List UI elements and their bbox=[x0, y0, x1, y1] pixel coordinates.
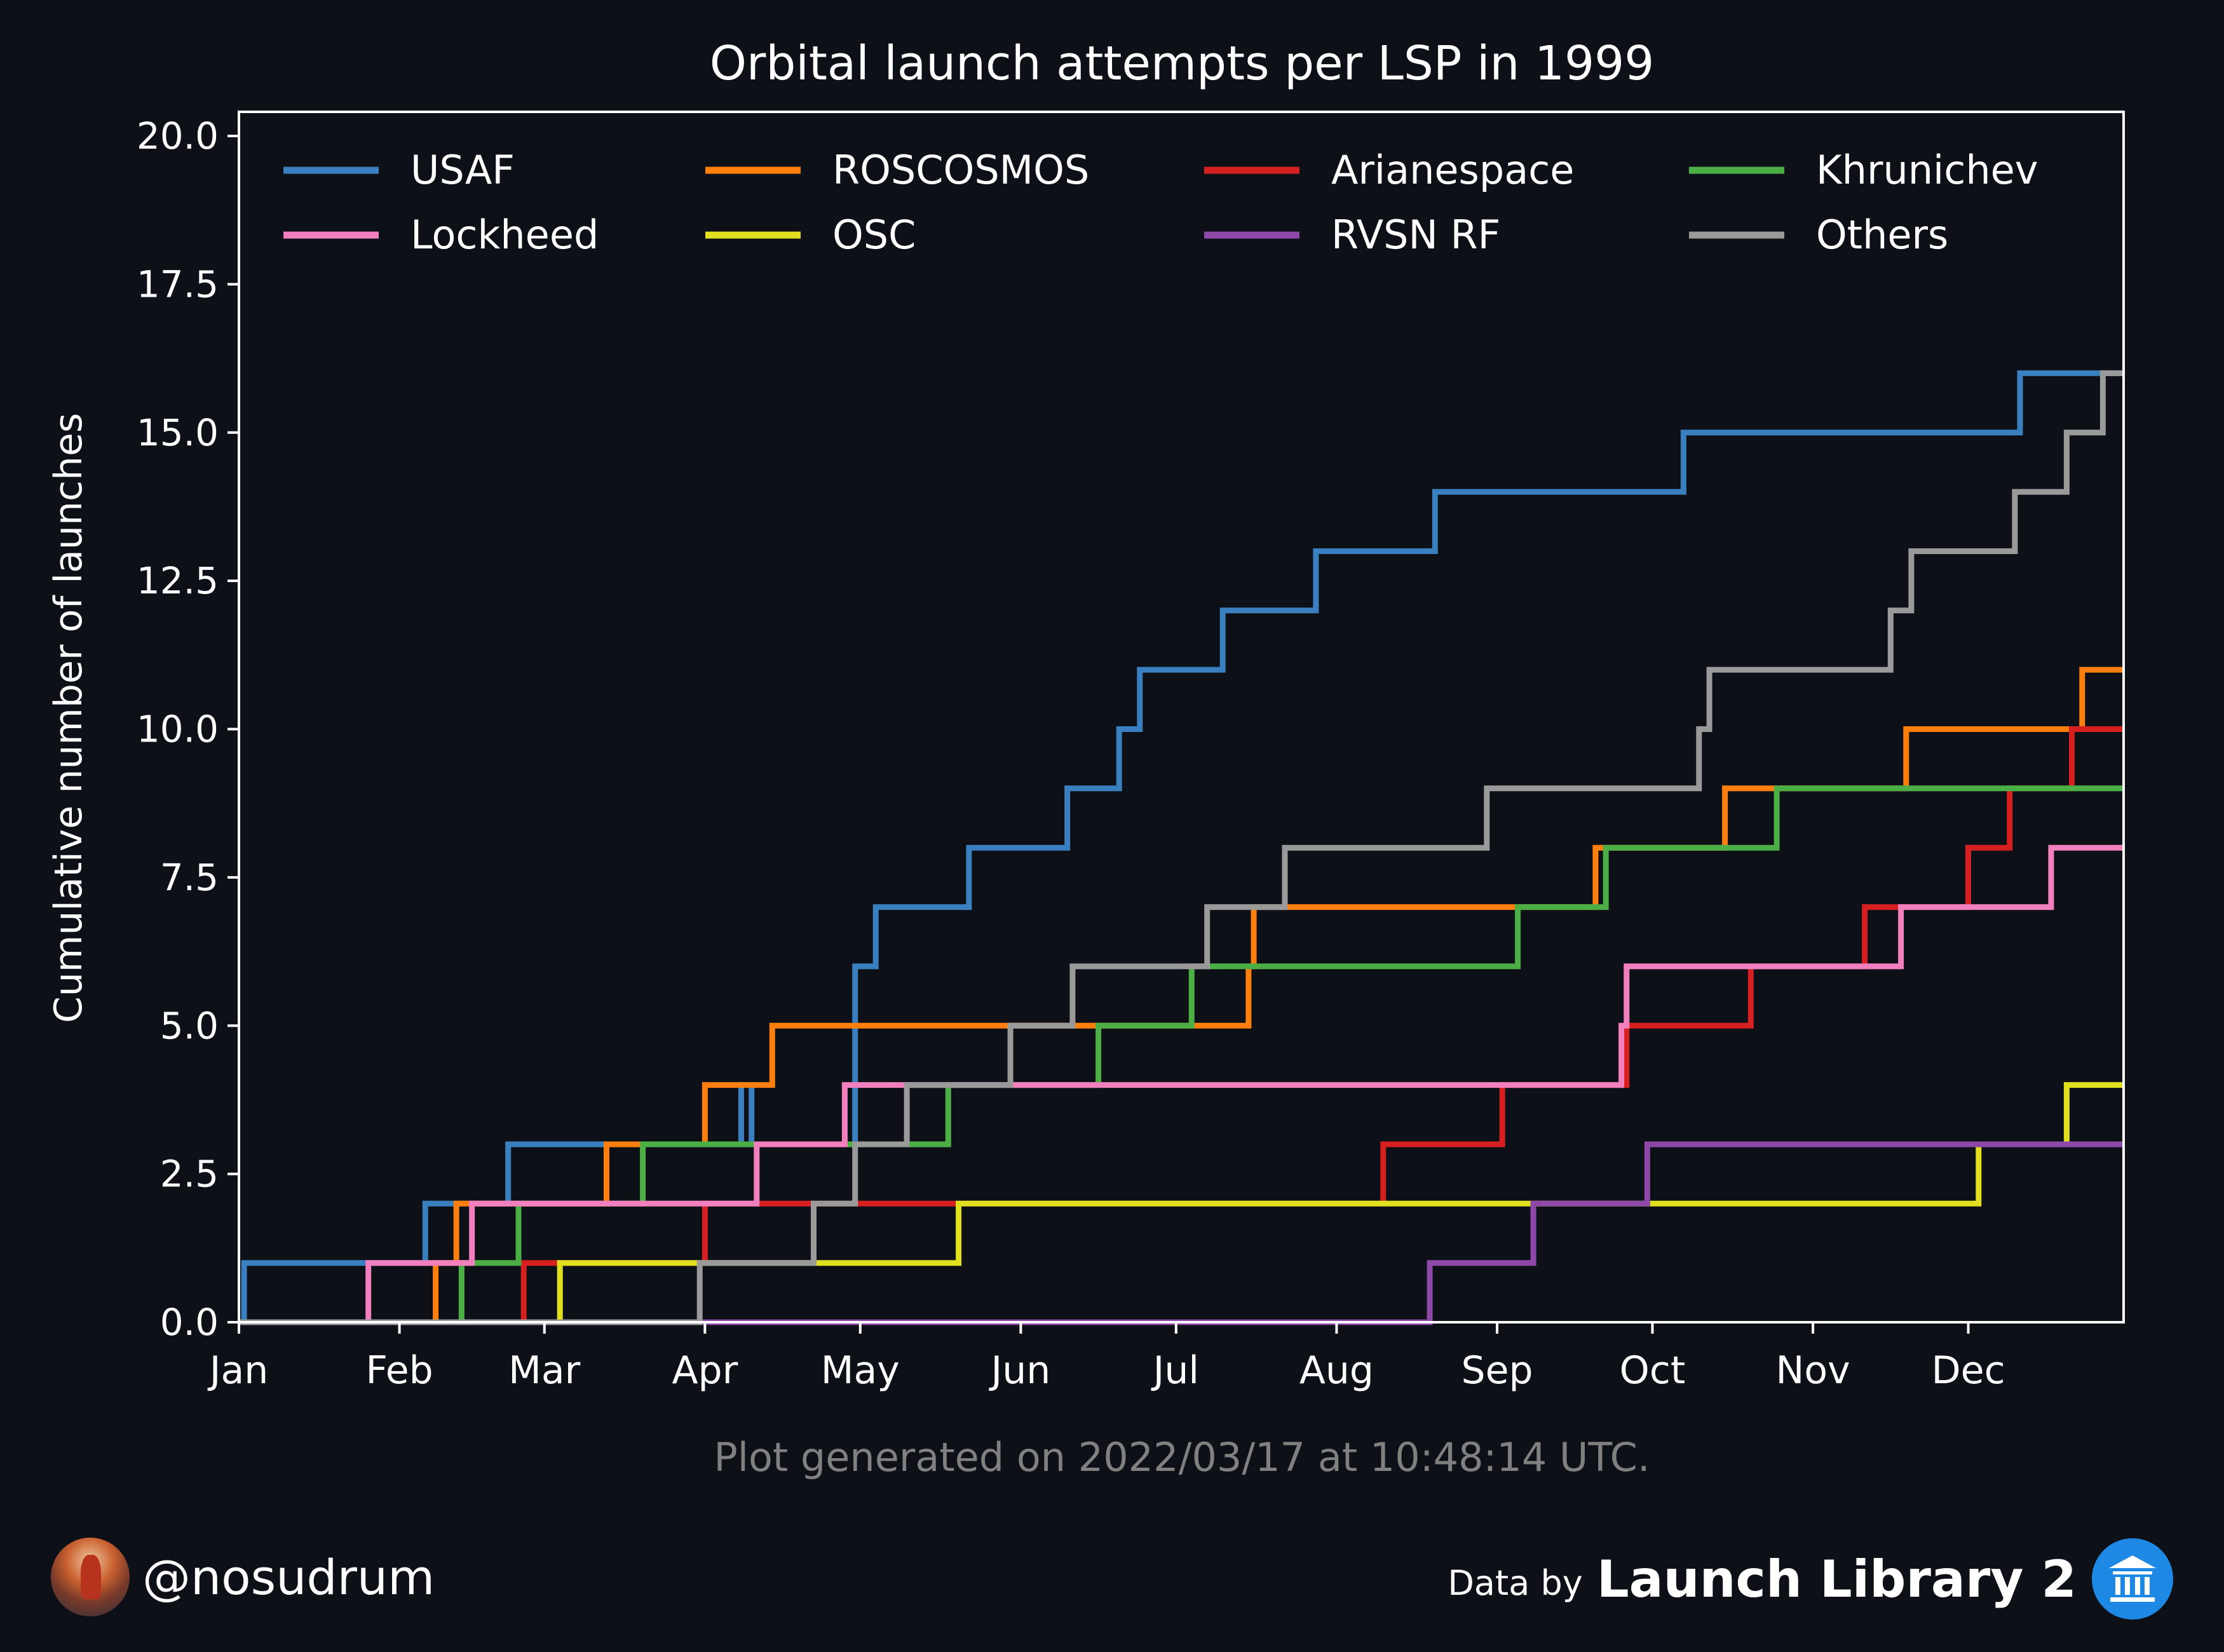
astronaut-avatar bbox=[51, 1538, 130, 1616]
series-line-roscosmos bbox=[239, 667, 2122, 1325]
legend-item-usaf: USAF bbox=[283, 147, 515, 193]
plot-frame bbox=[238, 111, 2125, 1324]
x-tick-label: Mar bbox=[508, 1348, 581, 1393]
legend-item-osc: OSC bbox=[705, 212, 916, 258]
y-tick-label: 7.5 bbox=[160, 856, 219, 899]
y-axis-label: Cumulative number of launches bbox=[46, 413, 91, 1023]
plot-generated-note: Plot generated on 2022/03/17 at 10:48:14… bbox=[714, 1434, 1650, 1480]
x-tick-label: Jan bbox=[207, 1348, 269, 1393]
legend-item-rvsn-rf: RVSN RF bbox=[1204, 212, 1500, 258]
series-line-osc bbox=[239, 1082, 2122, 1325]
series-line-khrunichev bbox=[239, 785, 2122, 1325]
legend-item-others: Others bbox=[1689, 212, 1948, 258]
y-axis-ticks: 0.0 2.5 5.0 7.5 10.0 12.5 15.0 17.5 20.0 bbox=[137, 114, 239, 1344]
author-handle[interactable]: @nosudrum bbox=[142, 1548, 435, 1606]
legend-label: ROSCOSMOS bbox=[832, 147, 1089, 193]
y-tick-label: 12.5 bbox=[137, 559, 219, 602]
legend-label: RVSN RF bbox=[1331, 212, 1500, 258]
x-tick-label: Dec bbox=[1931, 1348, 2005, 1393]
x-tick-label: Nov bbox=[1776, 1348, 1850, 1393]
legend-label: OSC bbox=[832, 212, 916, 258]
x-tick-label: Sep bbox=[1461, 1348, 1533, 1393]
legend-label: USAF bbox=[410, 147, 515, 193]
series-line-usaf bbox=[239, 370, 2122, 1325]
legend-label: Khrunichev bbox=[1816, 147, 2038, 193]
y-tick-label: 5.0 bbox=[160, 1004, 219, 1047]
x-tick-label: Aug bbox=[1299, 1348, 1374, 1393]
series-line-others bbox=[239, 370, 2122, 1325]
x-tick-label: Jun bbox=[989, 1348, 1051, 1393]
chart-title: Orbital launch attempts per LSP in 1999 bbox=[710, 36, 1655, 91]
x-tick-label: Apr bbox=[672, 1348, 738, 1393]
data-by-label: Data by bbox=[1448, 1562, 1583, 1603]
y-tick-label: 15.0 bbox=[137, 411, 219, 454]
x-tick-label: Oct bbox=[1620, 1348, 1686, 1393]
y-tick-label: 0.0 bbox=[160, 1301, 219, 1344]
legend-label: Others bbox=[1816, 212, 1948, 258]
series-layer bbox=[239, 370, 2122, 1325]
legend-item-lockheed: Lockheed bbox=[283, 212, 599, 258]
legend: USAF ROSCOSMOS Arianespace Khrunichev Lockhe… bbox=[283, 147, 2038, 258]
museum-icon bbox=[2092, 1538, 2173, 1620]
x-axis-ticks: Jan Feb Mar Apr May Jun Jul Aug Sep Oct Nov Dec bbox=[207, 1322, 2005, 1393]
legend-item-khrunichev: Khrunichev bbox=[1689, 147, 2038, 193]
series-line-lockheed bbox=[239, 844, 2122, 1325]
y-tick-label: 2.5 bbox=[160, 1153, 219, 1196]
legend-item-roscosmos: ROSCOSMOS bbox=[705, 147, 1089, 193]
source-name[interactable]: Launch Library 2 bbox=[1596, 1549, 2077, 1609]
y-tick-label: 20.0 bbox=[137, 114, 219, 158]
author-credit: @nosudrum bbox=[51, 1536, 435, 1618]
x-tick-label: Jul bbox=[1151, 1348, 1199, 1393]
x-tick-label: Feb bbox=[365, 1348, 433, 1393]
series-line-rvsn-rf bbox=[239, 1141, 2122, 1325]
data-source-credit: Data by Launch Library 2 bbox=[1448, 1538, 2173, 1620]
x-tick-label: May bbox=[821, 1348, 900, 1393]
y-tick-label: 17.5 bbox=[137, 262, 219, 306]
legend-label: Lockheed bbox=[410, 212, 599, 258]
legend-item-arianespace: Arianespace bbox=[1204, 147, 1574, 193]
y-tick-label: 10.0 bbox=[137, 708, 219, 751]
legend-label: Arianespace bbox=[1331, 147, 1574, 193]
